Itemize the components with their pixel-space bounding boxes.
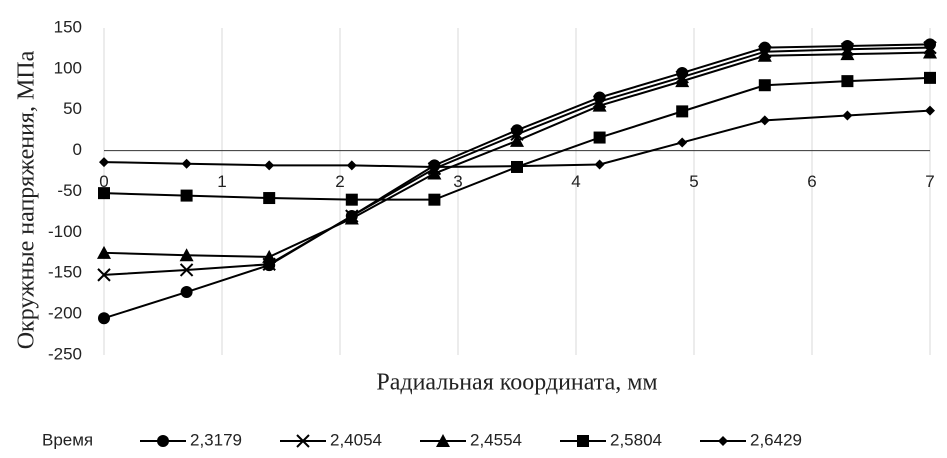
data-point: [345, 193, 358, 206]
data-point: [512, 161, 522, 172]
series-line: [103, 43, 931, 320]
data-point: [510, 133, 524, 147]
legend-marker: [577, 435, 589, 447]
data-point: [99, 157, 109, 168]
data-point: [180, 189, 193, 202]
x-tick-label: 3: [453, 172, 462, 191]
x-tick-label: 1: [217, 172, 226, 191]
y-axis-title: Окружные напряжения, МПа: [14, 50, 40, 349]
data-point: [346, 160, 357, 171]
data-point: [759, 115, 770, 126]
y-tick-label: -250: [48, 344, 82, 363]
x-axis-title: Радиальная координата, мм: [376, 370, 657, 396]
data-point: [97, 268, 111, 282]
data-point: [676, 105, 689, 118]
legend-label: 2,5804: [610, 430, 662, 449]
data-point: [344, 211, 359, 225]
y-tick-label: 50: [63, 99, 82, 118]
legend-label: 2,4054: [330, 430, 382, 449]
data-point: [97, 245, 111, 259]
data-point: [594, 159, 605, 170]
legend-marker: [296, 434, 310, 448]
data-point: [758, 79, 771, 92]
data-point: [840, 47, 855, 61]
data-point: [925, 105, 935, 116]
data-point: [262, 249, 277, 263]
data-point: [677, 137, 688, 148]
data-point: [757, 48, 772, 62]
legend-marker: [157, 435, 169, 447]
x-tick-label: 7: [925, 172, 934, 191]
data-point: [842, 110, 853, 121]
data-point: [841, 75, 854, 88]
y-tick-label: 0: [73, 140, 82, 159]
x-tick-label: 2: [335, 172, 344, 191]
data-point: [428, 193, 441, 206]
data-point: [593, 131, 606, 144]
x-tick-label: 4: [571, 172, 580, 191]
data-point: [179, 263, 194, 277]
y-tick-label: -150: [48, 263, 82, 282]
legend-marker: [718, 436, 728, 446]
legend-title: Время: [42, 430, 93, 449]
data-point: [98, 187, 110, 200]
x-tick-label: 6: [807, 172, 816, 191]
data-point: [427, 166, 442, 180]
data-point: [263, 192, 276, 205]
data-point: [675, 74, 690, 88]
data-point: [592, 98, 607, 112]
y-tick-label: -100: [48, 222, 82, 241]
y-tick-label: 100: [54, 58, 82, 77]
legend-label: 2,6429: [750, 430, 802, 449]
legend-marker: [436, 434, 450, 447]
x-tick-label: 0: [99, 172, 108, 191]
y-tick-label: -50: [57, 181, 82, 200]
data-point: [264, 160, 275, 171]
data-point: [923, 45, 937, 59]
data-point: [180, 286, 193, 299]
x-tick-label: 5: [689, 172, 698, 191]
data-point: [429, 161, 440, 172]
data-point: [98, 312, 110, 325]
y-tick-label: 150: [54, 17, 82, 36]
legend-label: 2,4554: [470, 430, 522, 449]
data-point: [924, 71, 936, 84]
legend-label: 2,3179: [190, 430, 242, 449]
data-point: [179, 248, 194, 262]
data-point: [181, 158, 192, 169]
y-tick-label: -200: [48, 304, 82, 323]
